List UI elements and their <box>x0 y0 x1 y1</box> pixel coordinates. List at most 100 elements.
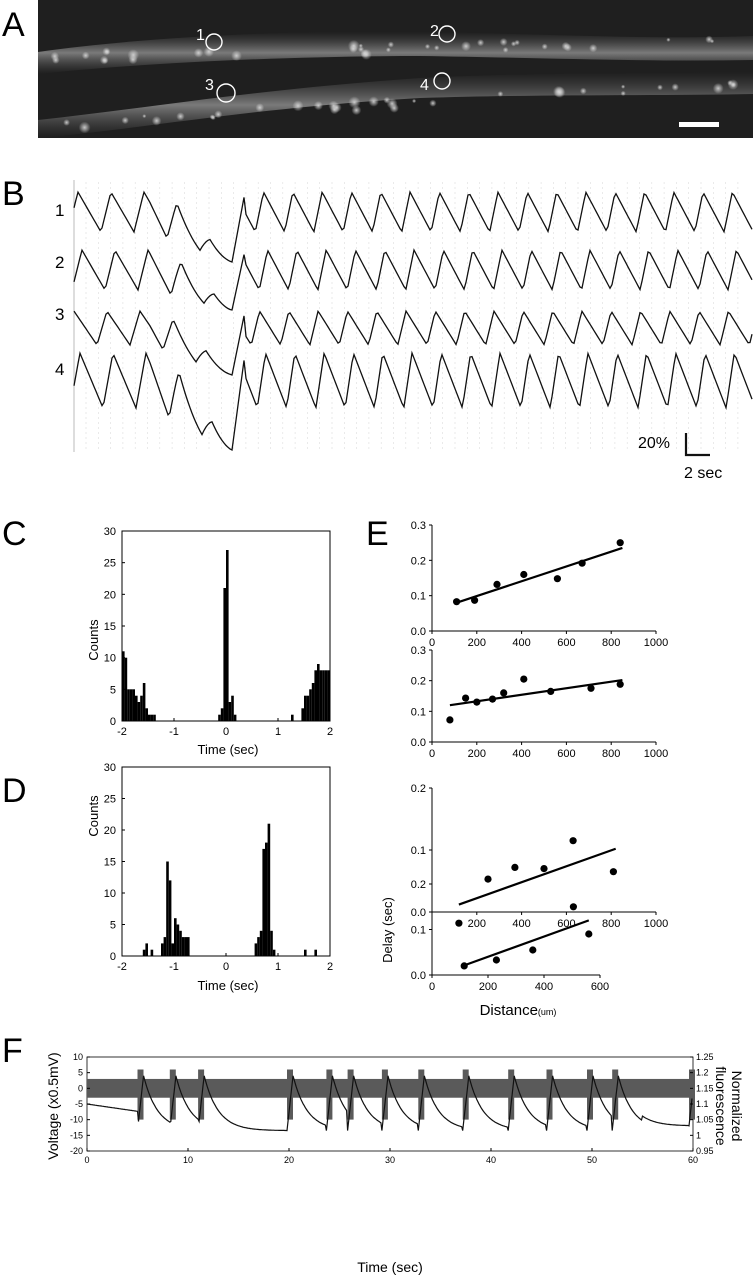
histogram-bar <box>291 714 294 721</box>
trace-3-line <box>73 309 753 376</box>
voltage-burst <box>508 1069 515 1120</box>
histogram-bar <box>150 714 154 721</box>
x-tick-label: 2 <box>327 726 333 738</box>
histogram-bar <box>233 714 237 721</box>
roi-2-marker <box>438 25 456 43</box>
roi-1-label: 1 <box>196 27 205 44</box>
voltage-ylabel: Voltage (x0.5mV) <box>45 1052 61 1159</box>
histogram-bar <box>314 670 317 721</box>
histogram-bar <box>148 714 151 721</box>
histogram-bar <box>142 949 146 956</box>
fluorescent-speckle <box>387 41 394 48</box>
fluorescent-speckle <box>429 99 437 107</box>
fluorescent-speckle <box>292 100 304 112</box>
y-tick-label: 0.0 <box>411 737 426 749</box>
trace-1-label: 1 <box>55 201 64 220</box>
y-tick-label: 10 <box>104 888 116 900</box>
fluorescent-speckle <box>554 86 566 99</box>
fluorescent-speckle <box>210 115 216 121</box>
y-tick-label: -5 <box>75 1099 83 1109</box>
fluorescent-speckle <box>351 105 362 116</box>
fluorescent-speckle <box>424 43 431 50</box>
fluorescent-speckle <box>104 49 110 55</box>
data-point <box>492 956 500 964</box>
x-tick-label: 200 <box>468 918 486 930</box>
delay-plot-4: 0.0 0.1 0.2 0 200 400 600 <box>411 879 609 993</box>
panel-b-letter: B <box>2 175 25 213</box>
x-tick-label: 0 <box>429 637 435 649</box>
y-tick-label: 25 <box>104 558 116 570</box>
histogram-bar <box>314 949 317 956</box>
y-tick-label: 0.3 <box>411 520 426 532</box>
data-point <box>569 837 577 845</box>
fluorescent-speckle <box>368 96 379 107</box>
y2-tick-label: 1.15 <box>696 1083 714 1093</box>
data-point <box>616 539 624 547</box>
fluorescent-speckle <box>360 48 372 60</box>
histogram-d-ylabel: Counts <box>86 795 101 837</box>
panel-d-letter: D <box>2 772 27 810</box>
x-tick-label: 40 <box>486 1155 496 1165</box>
histogram-bar <box>270 930 273 956</box>
voltage-burst <box>137 1069 144 1120</box>
fluorescent-speckle <box>657 84 663 91</box>
roi-1-marker <box>205 33 223 51</box>
histogram-bar <box>132 689 135 721</box>
histogram-bar <box>322 670 325 721</box>
data-point <box>585 930 593 938</box>
y-tick-label: 30 <box>104 526 116 538</box>
histogram-d-xlabel: Time (sec) <box>198 978 259 993</box>
histogram-bar <box>135 695 138 721</box>
data-point <box>520 675 528 683</box>
roi-2-label: 2 <box>430 23 439 40</box>
data-point <box>520 570 528 579</box>
fluorescent-speckle <box>671 83 679 91</box>
histogram-bar <box>262 848 265 956</box>
histogram-bar <box>231 695 234 721</box>
trace-1-line <box>73 190 753 263</box>
y-tick-label: 15 <box>104 857 116 869</box>
fluorescent-speckle <box>434 45 440 51</box>
panel-f-letter: F <box>2 1032 23 1070</box>
x-tick-label: 0 <box>429 748 435 760</box>
fluorescent-speckle <box>563 43 572 52</box>
data-point <box>484 875 492 883</box>
roi-3-label: 3 <box>205 77 214 94</box>
voltage-burst <box>689 1069 695 1120</box>
x-tick-label: 0 <box>223 961 229 973</box>
trace-4-label: 4 <box>55 360 64 379</box>
histogram-bar <box>184 937 187 956</box>
y-tick-label: 25 <box>104 794 116 806</box>
y2-tick-label: 1.05 <box>696 1115 714 1125</box>
data-point <box>609 868 618 876</box>
fluorescent-speckle <box>541 43 548 50</box>
x-tick-label: 1000 <box>644 637 668 649</box>
y-tick-label: 20 <box>104 589 116 601</box>
y-tick-label: 0.0 <box>411 907 426 919</box>
histogram-bar <box>265 842 268 956</box>
x-tick-label: -1 <box>169 726 179 738</box>
y-tick-label: 0.1 <box>411 845 426 857</box>
fluorescent-speckle <box>502 47 509 53</box>
voltage-burst <box>326 1069 333 1120</box>
histogram-bar <box>142 683 146 721</box>
roi-4-marker <box>433 72 451 90</box>
x-tick-label: 200 <box>468 637 486 649</box>
fluorescent-speckle <box>142 114 147 119</box>
fluorescent-speckle <box>193 48 204 58</box>
histogram-bar <box>171 943 174 956</box>
y-tick-label: 0.2 <box>411 555 426 567</box>
histogram-bar <box>223 588 226 721</box>
data-point <box>511 863 519 872</box>
panel-f: F -20 -15 -10 -5 0 5 10 0.95 1 1.05 1.1 1.15 1.2 1.25… <box>2 1032 745 1275</box>
fluorescent-speckle <box>313 101 323 111</box>
histogram-bar <box>181 937 185 956</box>
voltage-burst <box>198 1069 205 1120</box>
histogram-bar <box>324 670 328 721</box>
histogram-bar <box>304 949 307 956</box>
fluorescent-speckle <box>81 51 90 60</box>
delay-plot-1: 0.0 0.1 0.2 0.3 0 200 400 600 800 1000 <box>411 520 669 649</box>
y-tick-label: 0.2 <box>411 676 426 688</box>
x-tick-label: 200 <box>468 748 486 760</box>
